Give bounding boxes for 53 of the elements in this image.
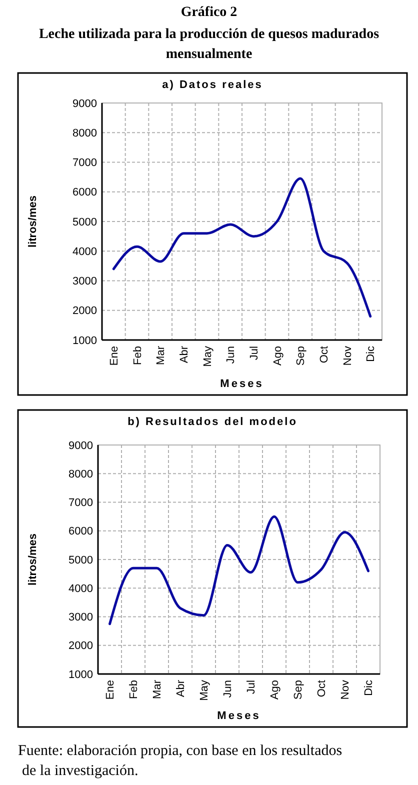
x-tick-label: Jul xyxy=(248,346,261,360)
y-tick-label: 2000 xyxy=(72,305,97,318)
x-tick-label: Nov xyxy=(342,346,354,366)
y-tick-label: 8000 xyxy=(68,468,93,480)
y-tick-label: 4000 xyxy=(72,246,97,258)
x-tick-label: Oct xyxy=(318,346,331,364)
x-tick-label: Ene xyxy=(108,346,121,366)
x-tick-label: Feb xyxy=(128,680,140,699)
x-tick-label: May xyxy=(198,680,211,701)
x-tick-label: Oct xyxy=(316,680,328,698)
x-axis-title: Meses xyxy=(220,378,264,390)
x-tick-label: Jun xyxy=(225,346,238,364)
line-series xyxy=(112,177,372,318)
x-tick-label: Sep xyxy=(292,680,305,700)
text: Gráfico 2 xyxy=(180,5,238,20)
x-tick-label: Abr xyxy=(175,680,188,698)
y-axis-title: litros/mes xyxy=(26,534,39,586)
y-tick-label: 1000 xyxy=(72,334,97,347)
x-tick-label: Feb xyxy=(132,346,144,365)
x-tick-label: Jul xyxy=(246,680,258,694)
x-tick-label: Dic xyxy=(363,680,376,696)
line-series xyxy=(108,515,370,626)
y-tick-label: 7000 xyxy=(68,497,93,510)
y-tick-label: 3000 xyxy=(72,276,97,288)
x-tick-label: Sep xyxy=(295,346,308,366)
y-tick-label: 5000 xyxy=(68,554,93,566)
x-tick-label: Nov xyxy=(340,680,352,700)
y-tick-label: 1000 xyxy=(68,668,93,681)
y-tick-label: 5000 xyxy=(72,216,97,228)
text: Leche utilizada para la producción de quesos madurados mensualmente xyxy=(38,27,380,62)
x-tick-label: Ene xyxy=(104,680,117,700)
x-tick-label: Jun xyxy=(222,680,234,698)
x-tick-label: Abr xyxy=(178,346,191,364)
x-tick-label: Dic xyxy=(365,346,378,362)
y-tick-label: 7000 xyxy=(72,157,97,170)
x-tick-label: Mar xyxy=(152,680,164,699)
source-note: Fuente: elaboración propia, con base en los resultados de la investigación. xyxy=(18,743,342,779)
x-tick-label: Mar xyxy=(155,346,168,365)
y-tick-label: 2000 xyxy=(68,640,93,652)
x-tick-label: May xyxy=(202,346,214,367)
y-tick-label: 8000 xyxy=(72,127,97,140)
y-tick-label: 4000 xyxy=(68,582,93,595)
y-tick-label: 9000 xyxy=(72,98,97,110)
y-tick-label: 3000 xyxy=(68,612,93,624)
x-tick-label: Ago xyxy=(269,680,282,700)
y-tick-label: 9000 xyxy=(68,440,93,452)
y-tick-label: 6000 xyxy=(72,186,97,199)
y-axis-title: litros/mes xyxy=(26,196,39,248)
x-axis-title: Meses xyxy=(217,710,261,722)
chart-title: b) Resultados del modelo xyxy=(128,416,298,428)
x-tick-label: Ago xyxy=(272,346,284,366)
chart-title: a) Datos reales xyxy=(162,79,263,91)
y-tick-label: 6000 xyxy=(68,526,93,538)
